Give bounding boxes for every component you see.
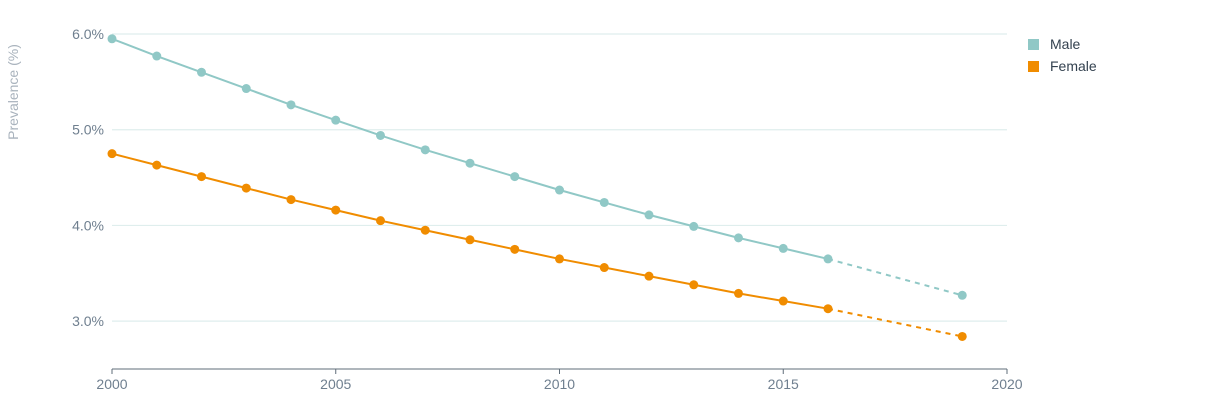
data-point-male[interactable] xyxy=(152,51,162,61)
series-female xyxy=(107,149,967,341)
x-tick-label: 2010 xyxy=(544,376,575,392)
data-point-male[interactable] xyxy=(420,145,430,155)
legend-item-male[interactable]: Male xyxy=(1028,33,1097,55)
legend-label-female: Female xyxy=(1050,58,1097,74)
data-point-female[interactable] xyxy=(241,183,251,193)
data-point-male[interactable] xyxy=(331,115,341,125)
data-point-female[interactable] xyxy=(823,304,833,314)
y-axis-label: Prevalence (%) xyxy=(5,44,21,140)
data-point-male[interactable] xyxy=(376,130,385,140)
data-point-male[interactable] xyxy=(734,233,743,243)
series-male xyxy=(107,34,967,300)
data-point-male[interactable] xyxy=(823,254,833,264)
x-tick-label: 2015 xyxy=(768,376,799,392)
data-point-male[interactable] xyxy=(197,67,206,77)
data-point-female[interactable] xyxy=(152,160,162,170)
data-point-male[interactable] xyxy=(778,243,788,253)
data-point-female[interactable] xyxy=(644,271,654,281)
data-point-female[interactable] xyxy=(734,288,743,298)
data-point-female[interactable] xyxy=(510,244,520,254)
data-point-female[interactable] xyxy=(555,254,564,264)
data-point-female[interactable] xyxy=(599,263,609,273)
axes: 3.0% 4.0% 5.0% 6.0% 2000 2005 2010 2015 2020 xyxy=(72,26,1023,392)
data-point-male[interactable] xyxy=(241,84,251,94)
data-point-female[interactable] xyxy=(197,172,206,182)
data-point-male[interactable] xyxy=(107,34,117,44)
legend-swatch-male xyxy=(1028,38,1039,50)
data-point-male[interactable] xyxy=(689,221,699,231)
legend-item-female[interactable]: Female xyxy=(1028,55,1097,77)
y-tick-label: 6.0% xyxy=(72,26,104,42)
data-point-female[interactable] xyxy=(778,296,788,306)
data-point-female[interactable] xyxy=(957,331,967,341)
data-point-male[interactable] xyxy=(510,172,520,182)
data-point-female[interactable] xyxy=(107,149,117,159)
data-point-male[interactable] xyxy=(644,210,654,220)
series-group xyxy=(107,34,967,341)
grid-lines xyxy=(112,33,1007,322)
x-tick-label: 2005 xyxy=(320,376,351,392)
data-point-female[interactable] xyxy=(376,216,385,226)
legend-swatch-female xyxy=(1028,60,1039,72)
data-point-male[interactable] xyxy=(465,158,475,168)
y-tick-label: 5.0% xyxy=(72,122,104,138)
data-point-female[interactable] xyxy=(420,225,430,235)
legend-label-male: Male xyxy=(1050,36,1081,52)
data-point-female[interactable] xyxy=(331,205,341,215)
x-tick-label: 2020 xyxy=(991,376,1022,392)
data-point-male[interactable] xyxy=(286,100,296,110)
data-point-male[interactable] xyxy=(957,290,967,300)
data-point-female[interactable] xyxy=(286,195,296,205)
y-tick-label: 4.0% xyxy=(72,217,104,233)
data-point-male[interactable] xyxy=(555,185,564,195)
legend: Male Female xyxy=(1028,33,1097,77)
series-projection-male xyxy=(827,257,963,297)
data-point-male[interactable] xyxy=(599,197,609,207)
series-projection-female xyxy=(827,307,963,338)
data-point-female[interactable] xyxy=(465,235,475,245)
y-tick-label: 3.0% xyxy=(72,313,104,329)
x-tick-label: 2000 xyxy=(96,376,127,392)
series-line-female xyxy=(111,152,829,310)
data-point-female[interactable] xyxy=(689,280,699,290)
